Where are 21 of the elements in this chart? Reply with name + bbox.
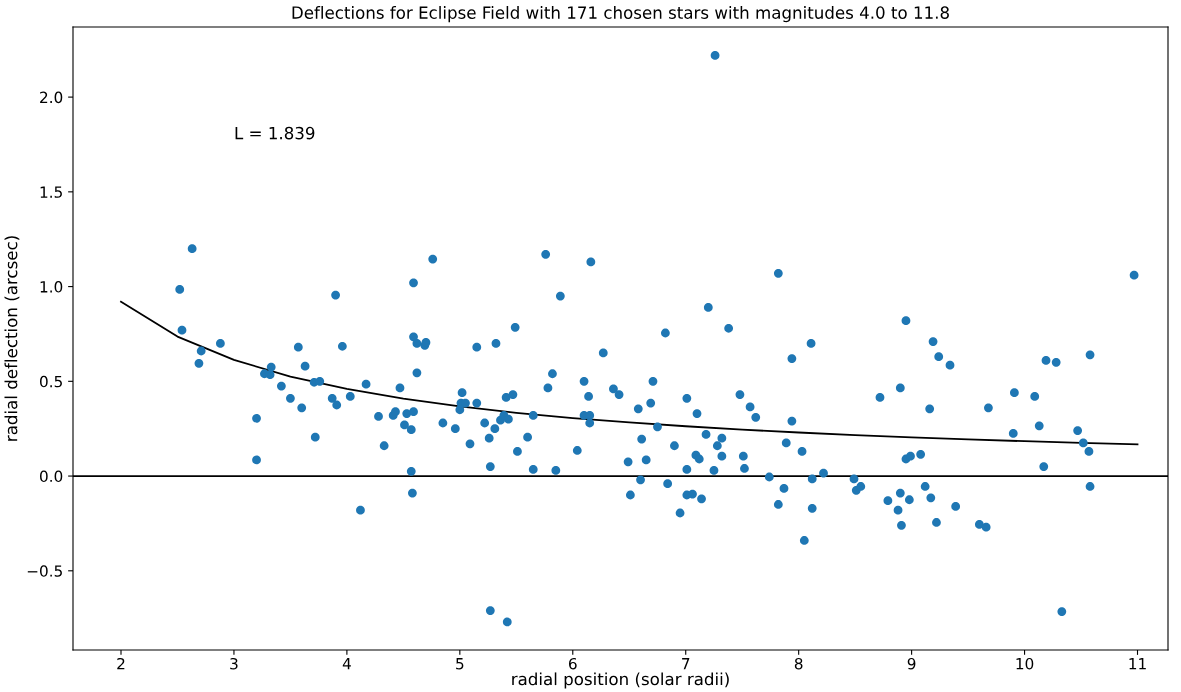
line-series — [120, 300, 1139, 446]
x-tick-label: 3 — [230, 657, 238, 670]
y-tick-label: 0.0 — [39, 470, 63, 483]
x-tick-label: 11 — [1129, 658, 1146, 670]
y-tick-label: 1.5 — [40, 186, 62, 198]
x-tick-label: 4 — [342, 658, 351, 670]
y-tick-label: 1.0 — [40, 281, 63, 293]
x-tick-label: 7 — [682, 658, 690, 670]
x-axis-title: radial position (solar radii) — [512, 672, 729, 689]
chart-title: Deflections for Eclipse Field with 171 chosen stars with magnitudes 4.0 to 11.8 — [292, 6, 949, 23]
x-tick-label: 5 — [456, 658, 464, 670]
x-tick-label: 9 — [907, 657, 916, 670]
x-tick-label: 8 — [794, 657, 803, 670]
x-tick-label: 6 — [568, 657, 577, 670]
x-tick-label: 2 — [117, 657, 125, 670]
annotation: L = 1.839 — [235, 126, 315, 140]
y-axis-title: radial deflection (arcsec) — [4, 236, 20, 441]
x-tick-label: 10 — [1016, 657, 1034, 670]
y-tick-label: −0.5 — [27, 565, 62, 577]
y-tick-label: 2.0 — [40, 91, 63, 104]
y-tick-label: 0.5 — [39, 375, 62, 388]
